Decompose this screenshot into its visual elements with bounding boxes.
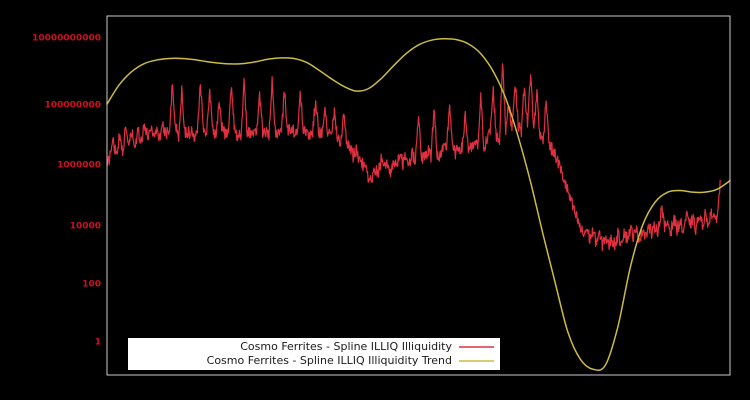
legend-label-trend: Cosmo Ferrites - Spline ILLIQ Illiquidit… — [207, 354, 452, 367]
y-tick-label-1e4: 10000 — [70, 222, 101, 232]
y-tick-label-1e6: 1000000 — [57, 161, 101, 171]
y-axis-tick-labels: 10000000000 100000000 1000000 10000 100 … — [32, 34, 101, 348]
legend-background — [128, 338, 500, 370]
y-tick-label-1e10: 10000000000 — [32, 34, 101, 44]
y-tick-label-1e8: 100000000 — [45, 101, 101, 111]
legend-entry-trend[interactable]: Cosmo Ferrites - Spline ILLIQ Illiquidit… — [207, 354, 494, 367]
y-tick-label-1e2: 100 — [82, 280, 101, 290]
legend[interactable]: Cosmo Ferrites - Spline ILLIQ Illiquidit… — [128, 338, 500, 370]
series-line-illiquidity-trend — [106, 38, 731, 371]
series-group — [106, 38, 731, 371]
legend-entry-illiquidity[interactable]: Cosmo Ferrites - Spline ILLIQ Illiquidit… — [240, 340, 494, 353]
plot-axes-frame — [106, 15, 731, 376]
legend-label-illiquidity: Cosmo Ferrites - Spline ILLIQ Illiquidit… — [240, 340, 452, 353]
plot-area-background — [107, 16, 730, 375]
y-tick-label-1e0: 1 — [95, 338, 101, 348]
series-line-illiquidity — [106, 63, 721, 252]
